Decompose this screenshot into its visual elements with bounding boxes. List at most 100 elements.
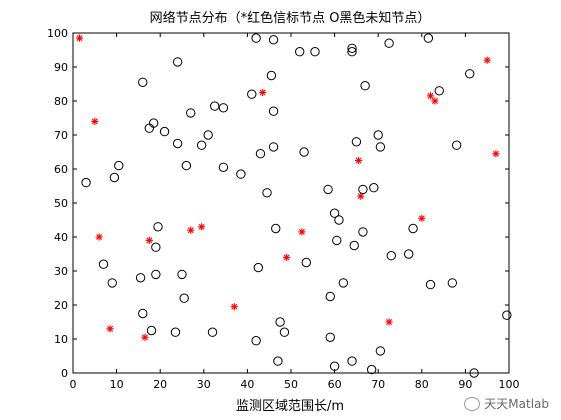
unknown-node-point	[375, 346, 386, 356]
beacon-marker-stroke	[187, 227, 194, 234]
beacon-marker-stroke	[355, 157, 362, 164]
y-tick-label: 10	[54, 333, 68, 346]
unknown-node-point	[329, 208, 340, 218]
unknown-node-point	[349, 240, 359, 251]
unknown-node-point	[262, 188, 272, 198]
watermark-text: 天天Matlab	[484, 397, 549, 411]
beacon-node-point	[357, 192, 365, 200]
unknown-node-point	[347, 47, 357, 57]
beacon-marker-stroke	[357, 193, 364, 200]
beacon-node-point	[187, 226, 195, 234]
beacon-marker-stroke	[386, 319, 393, 325]
beacon-marker-stroke	[427, 92, 434, 99]
wechat-icon	[464, 396, 481, 411]
y-tick-label: 60	[54, 163, 68, 176]
beacon-marker-stroke	[91, 118, 98, 125]
unknown-node-point	[151, 269, 161, 280]
unknown-node-point	[408, 223, 418, 234]
beacon-node-point	[298, 228, 306, 236]
beacon-marker-stroke	[107, 325, 114, 332]
unknown-node-point	[170, 327, 181, 337]
beacon-node-point	[91, 117, 99, 125]
unknown-node-point	[273, 356, 283, 366]
unknown-node-point	[247, 89, 257, 99]
unknown-node-point	[334, 215, 344, 225]
unknown-node-point	[325, 332, 335, 342]
x-tick-label: 50	[284, 378, 298, 391]
unknown-node-point	[369, 183, 379, 193]
unknown-node-point	[347, 356, 357, 366]
unknown-node-point	[114, 160, 124, 171]
unknown-node-point	[107, 278, 117, 288]
beacon-node-point	[385, 318, 393, 326]
unknown-node-point	[465, 69, 475, 79]
beacon-node-point	[95, 233, 103, 241]
unknown-node-point	[366, 364, 377, 375]
x-tick-label: 70	[371, 378, 385, 391]
beacon-node-point	[141, 333, 149, 341]
beacon-node-point	[283, 253, 291, 261]
unknown-node-point	[373, 130, 383, 140]
unknown-node-point	[351, 137, 362, 147]
unknown-node-point	[358, 227, 368, 237]
x-tick-label: 90	[458, 378, 472, 391]
beacon-marker-stroke	[231, 303, 238, 310]
unknown-node-point	[218, 103, 229, 113]
x-tick-label: 40	[240, 378, 254, 391]
beacon-node-point	[230, 303, 238, 311]
unknown-node-point	[279, 327, 290, 337]
unknown-node-point	[375, 142, 386, 152]
unknown-node-point	[210, 101, 220, 111]
beacon-marker-stroke	[96, 234, 103, 240]
unknown-node-point	[196, 140, 207, 150]
plot-area: 0 10 20 30 40 50 60 70 80 90 100 0 10 20 30 40 50 60 70 80 9…	[47, 27, 520, 391]
x-tick-label: 80	[415, 378, 429, 391]
beacon-node-point	[106, 325, 114, 333]
unknown-node-point	[338, 278, 349, 288]
unknown-node-point	[384, 38, 394, 48]
unknown-node-point	[451, 140, 462, 150]
beacon-marker-stroke	[141, 334, 148, 341]
unknown-node-point	[172, 138, 183, 149]
beacon-node-point	[145, 236, 153, 244]
unknown-node-point	[148, 118, 159, 128]
unknown-node-point	[310, 47, 320, 57]
x-tick-label: 10	[110, 378, 124, 391]
unknown-node-point	[179, 293, 189, 303]
unknown-node-point	[181, 160, 192, 171]
unknown-node-point	[425, 279, 436, 290]
unknown-node-point	[325, 291, 335, 302]
y-tick-label: 90	[54, 61, 68, 74]
beacon-node-point	[492, 150, 500, 158]
beacon-marker-stroke	[76, 35, 83, 42]
unknown-node-point	[434, 86, 444, 96]
unknown-node-point	[447, 278, 458, 288]
watermark: 天天Matlab	[464, 395, 549, 412]
y-tick-label: 30	[54, 265, 68, 278]
unknown-node-point	[109, 172, 120, 183]
unknown-node-point	[218, 162, 229, 173]
unknown-node-point	[295, 47, 305, 57]
beacon-marker-stroke	[259, 89, 266, 96]
beacon-node-point	[483, 56, 491, 64]
beacon-marker-stroke	[283, 254, 290, 261]
beacon-node-point	[259, 88, 267, 97]
beacon-marker-stroke	[492, 150, 499, 157]
beacon-node-point	[426, 92, 435, 100]
y-tick-label: 40	[54, 231, 68, 244]
unknown-node-point	[159, 126, 170, 137]
unknown-node-point	[251, 33, 261, 43]
beacon-node-point	[354, 156, 363, 165]
x-axis-label: 监测区域范围长/m	[236, 399, 344, 414]
beacon-marker-stroke	[431, 98, 438, 104]
unknown-node-point	[151, 242, 161, 252]
x-tick-label: 100	[499, 378, 520, 391]
unknown-node-point	[323, 184, 333, 195]
unknown-node-point	[299, 147, 309, 157]
unknown-node-point	[177, 269, 187, 280]
unknown-node-point	[146, 325, 157, 336]
unknown-node-point	[81, 177, 91, 188]
unknown-node-point	[172, 57, 183, 67]
chart-title: 网络节点分布（*红色信标节点 O黑色未知节点）	[150, 10, 431, 26]
y-tick-label: 80	[54, 95, 68, 108]
